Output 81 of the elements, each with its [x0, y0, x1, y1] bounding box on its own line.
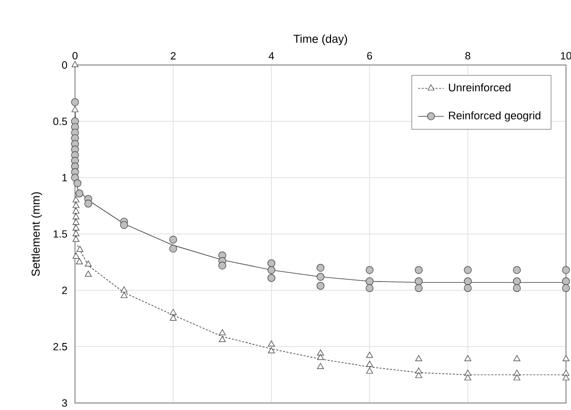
point [414, 277, 423, 286]
point [218, 336, 226, 342]
point [218, 329, 226, 336]
y-tick-label: 2.5 [53, 342, 68, 350]
point [513, 355, 520, 362]
point [268, 340, 275, 347]
point [464, 266, 472, 274]
point [72, 218, 80, 225]
point [76, 246, 84, 252]
point [366, 368, 374, 374]
point [366, 277, 374, 286]
point [72, 202, 80, 208]
point [72, 213, 80, 220]
y-tick-label: 1.5 [54, 230, 68, 238]
x-tick-label: 10 [560, 52, 571, 60]
point [415, 368, 422, 374]
point [366, 360, 374, 367]
y-tick-label: 1 [62, 174, 67, 182]
point [76, 190, 84, 198]
y-tick-label: 0.5 [53, 118, 68, 126]
point [464, 277, 472, 286]
x-tick-label: 4 [268, 52, 274, 60]
x-tick-label: 8 [465, 52, 470, 60]
point [268, 347, 275, 354]
point [366, 266, 374, 274]
point [74, 179, 82, 188]
y-axis-title: Settlement (mm) [31, 192, 42, 276]
point [72, 106, 78, 112]
point [268, 259, 276, 268]
point [120, 221, 128, 229]
point [268, 266, 276, 274]
point [513, 370, 520, 376]
point [72, 230, 80, 236]
x-tick-label: 2 [170, 52, 176, 60]
point [513, 374, 520, 380]
legend-label: Reinforced geogrid [449, 111, 540, 122]
point [218, 262, 226, 270]
point [464, 284, 472, 292]
x-axis-title: Time (day) [293, 34, 348, 46]
point [169, 244, 178, 253]
point [512, 277, 521, 286]
point [72, 252, 80, 259]
point [366, 284, 374, 292]
point [72, 224, 80, 230]
point [84, 260, 92, 267]
point [512, 266, 521, 274]
x-tick-label: 0 [72, 52, 78, 60]
point [316, 282, 324, 290]
point [414, 266, 423, 274]
point [317, 354, 324, 360]
point [72, 236, 80, 242]
point [316, 264, 324, 272]
legend-label: Unreinforced [448, 83, 510, 92]
x-tick-label: 6 [367, 52, 372, 60]
point [268, 274, 276, 282]
point [317, 350, 324, 356]
y-tick-label: 3 [62, 399, 68, 407]
point [366, 352, 374, 358]
point [415, 372, 422, 378]
y-tick-label: 2 [62, 286, 67, 294]
point [72, 208, 80, 214]
point [71, 98, 79, 106]
point [317, 363, 324, 370]
point [170, 314, 177, 321]
point [72, 61, 78, 68]
point [415, 355, 422, 362]
point [170, 308, 177, 315]
point [120, 286, 128, 292]
point [464, 370, 472, 376]
point [72, 196, 80, 202]
point [512, 284, 521, 292]
point [316, 272, 324, 281]
point [76, 258, 83, 264]
point [464, 355, 472, 362]
point [84, 200, 92, 208]
point [120, 292, 128, 298]
point [464, 374, 472, 380]
point [414, 284, 423, 292]
y-tick-label: 0 [62, 61, 68, 69]
point [84, 270, 92, 277]
point [169, 236, 178, 244]
